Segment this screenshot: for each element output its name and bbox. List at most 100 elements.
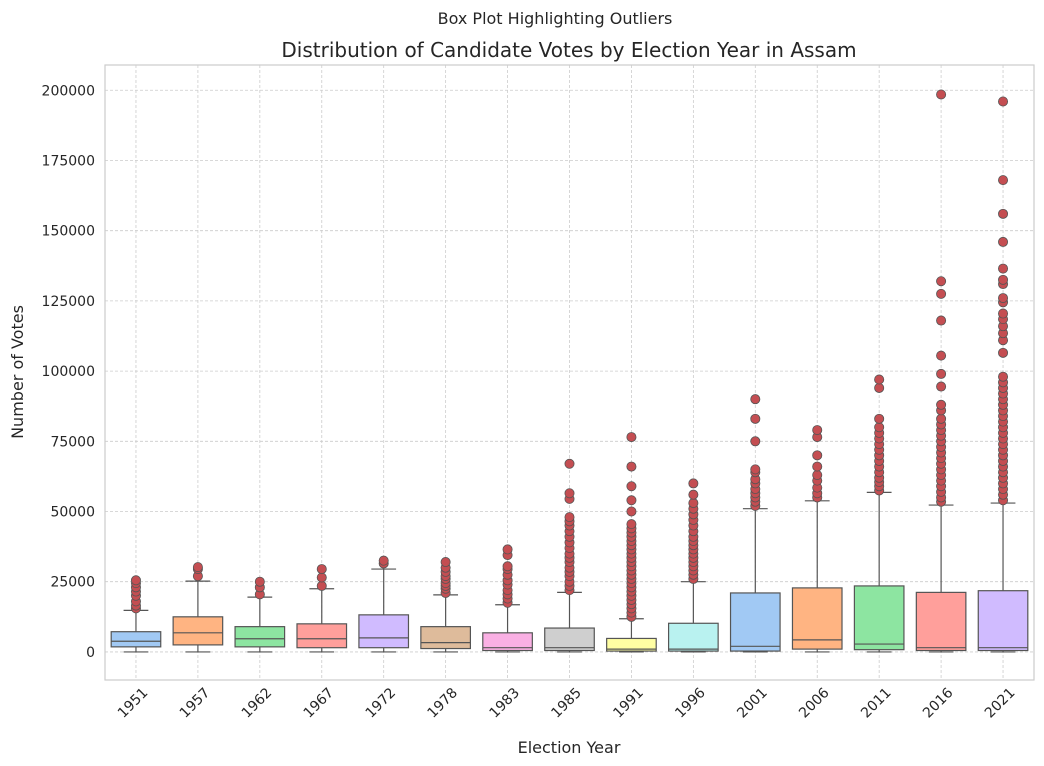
box-iqr (915, 591, 967, 652)
outlier-point (192, 562, 203, 573)
y-tick-label: 100000 (42, 364, 95, 380)
x-tick-label: 2001 (734, 685, 771, 722)
y-tick-labels: 0 25000 50000 75000 100000 125000 150000 175000… (42, 83, 95, 661)
outlier-point (626, 519, 637, 530)
box-iqr (544, 627, 595, 652)
outlier-point (874, 422, 885, 433)
y-tick-label: 150000 (42, 224, 95, 240)
y-axis-label: Number of Votes (8, 305, 27, 439)
box-1967 (296, 588, 348, 653)
outlier-point (564, 458, 575, 469)
x-tick-label: 1972 (363, 685, 400, 722)
outlier-point (316, 564, 327, 575)
y-tick-label: 0 (86, 645, 95, 661)
box-2001 (729, 508, 781, 653)
outlier-point (936, 413, 947, 424)
box-1972 (358, 568, 410, 653)
outlier-point (936, 399, 947, 410)
box-iqr (977, 590, 1029, 652)
outlier-point (626, 432, 637, 443)
box-1951 (110, 609, 162, 653)
outlier-point (874, 374, 885, 385)
x-tick-labels: 1951 1957 1962 1967 1972 1978 1983 1985 1991 1996… (115, 685, 1019, 722)
outlier-point (750, 394, 761, 405)
box-1985 (544, 591, 595, 653)
outlier-point (440, 557, 451, 568)
outlier-point (564, 488, 575, 499)
x-tick-label: 1957 (177, 685, 214, 722)
x-tick-label: 2006 (796, 685, 833, 722)
outlier-point (626, 481, 637, 492)
outlier-point (998, 347, 1009, 358)
outlier-point (688, 478, 699, 489)
box-iqr (234, 626, 286, 648)
outlier-point (688, 498, 699, 509)
box-1962 (234, 596, 286, 653)
box-iqr (296, 623, 348, 649)
x-tick-label: 1978 (425, 685, 462, 722)
box-iqr (791, 587, 843, 650)
outlier-point (316, 572, 327, 583)
x-axis-label: Election Year (518, 738, 621, 757)
outlier-point (750, 413, 761, 424)
outlier-point (998, 274, 1009, 285)
y-tick-label: 75000 (50, 434, 95, 450)
outlier-point (936, 381, 947, 392)
outlier-point (502, 561, 513, 572)
outlier-point (626, 461, 637, 472)
outlier-point (626, 495, 637, 506)
box-iqr (729, 592, 781, 652)
x-tick-label: 1996 (672, 685, 709, 722)
outlier-point (998, 308, 1009, 319)
outliers (130, 89, 1009, 622)
box-1957 (172, 580, 224, 653)
x-tick-label: 1983 (486, 685, 523, 722)
outlier-point (812, 469, 823, 480)
box-iqr (358, 614, 410, 649)
box-2016 (915, 504, 967, 653)
outlier-point (316, 580, 327, 591)
box-1978 (420, 594, 472, 653)
outlier-point (998, 175, 1009, 186)
plot-frame (104, 64, 1035, 681)
box-1991 (606, 618, 657, 653)
x-tick-label: 2011 (858, 685, 895, 722)
outlier-point (750, 464, 761, 475)
outlier-point (502, 544, 513, 555)
chart-title: Distribution of Candidate Votes by Elect… (281, 38, 856, 62)
outlier-point (998, 208, 1009, 219)
x-tick-label: 1991 (610, 685, 647, 722)
x-tick-label: 2016 (920, 685, 957, 722)
outlier-point (378, 555, 389, 566)
outlier-point (936, 368, 947, 379)
outlier-point (936, 315, 947, 326)
outlier-point (874, 413, 885, 424)
outlier-point (998, 371, 1009, 382)
y-tick-label: 25000 (50, 575, 95, 591)
box-iqr (667, 622, 719, 652)
y-tick-label: 200000 (42, 83, 95, 99)
x-tick-label: 2021 (982, 685, 1019, 722)
outlier-point (936, 288, 947, 299)
outlier-point (812, 461, 823, 472)
box-iqr (606, 637, 657, 652)
chart-suptitle: Box Plot Highlighting Outliers (438, 9, 673, 28)
outlier-point (564, 512, 575, 523)
box-2006 (791, 500, 843, 653)
box-iqr (172, 616, 224, 646)
box-iqr (853, 585, 905, 651)
box-iqr (110, 631, 162, 648)
x-tick-label: 1967 (301, 685, 338, 722)
outlier-point (750, 436, 761, 447)
boxes (110, 491, 1029, 653)
box-1983 (482, 604, 533, 653)
outlier-point (998, 236, 1009, 247)
y-tick-label: 175000 (42, 153, 95, 169)
outlier-point (998, 263, 1009, 274)
x-tick-label: 1962 (239, 685, 276, 722)
y-tick-label: 125000 (42, 294, 95, 310)
outlier-point (936, 276, 947, 287)
box-iqr (482, 632, 533, 652)
outlier-point (874, 382, 885, 393)
